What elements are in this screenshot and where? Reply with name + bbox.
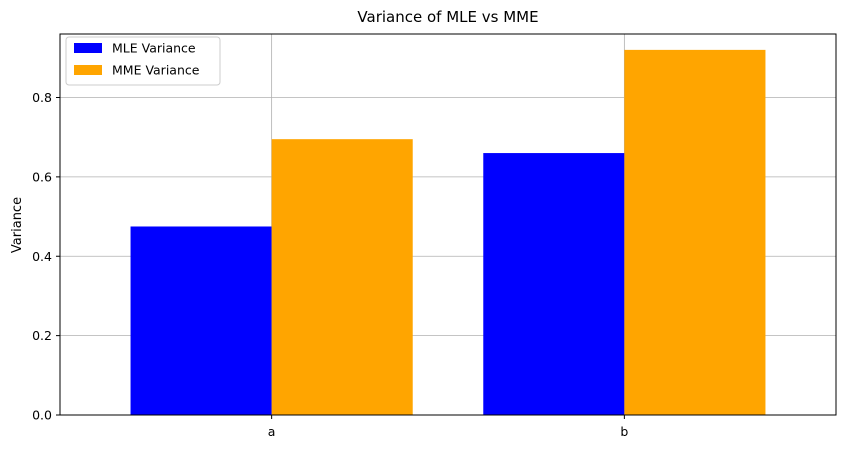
- x-tick-label: a: [268, 424, 276, 439]
- legend-swatch-mme-variance: [74, 65, 102, 75]
- y-tick-label: 0.4: [32, 249, 52, 264]
- bar-mme-variance-a: [271, 139, 413, 415]
- legend-swatch-mle-variance: [74, 43, 102, 53]
- y-tick-label: 0.2: [32, 328, 52, 343]
- legend-label-mle-variance: MLE Variance: [112, 41, 196, 56]
- bar-mle-variance-a: [130, 226, 272, 415]
- y-tick-label: 0.6: [32, 169, 52, 184]
- plot-frame: [59, 33, 837, 416]
- y-tick-label: 0.0: [32, 408, 52, 423]
- bar-mme-variance-b: [624, 49, 766, 415]
- x-tick-label: b: [620, 424, 628, 439]
- y-tick-label: 0.8: [32, 90, 52, 105]
- legend-label-mme-variance: MME Variance: [112, 63, 200, 78]
- y-axis-label: Variance: [10, 197, 25, 253]
- chart-title: Variance of MLE vs MME: [357, 8, 538, 26]
- legend: MLE Variance MME Variance: [65, 36, 221, 86]
- bar-mle-variance-b: [483, 153, 625, 415]
- legend-box: [65, 36, 221, 86]
